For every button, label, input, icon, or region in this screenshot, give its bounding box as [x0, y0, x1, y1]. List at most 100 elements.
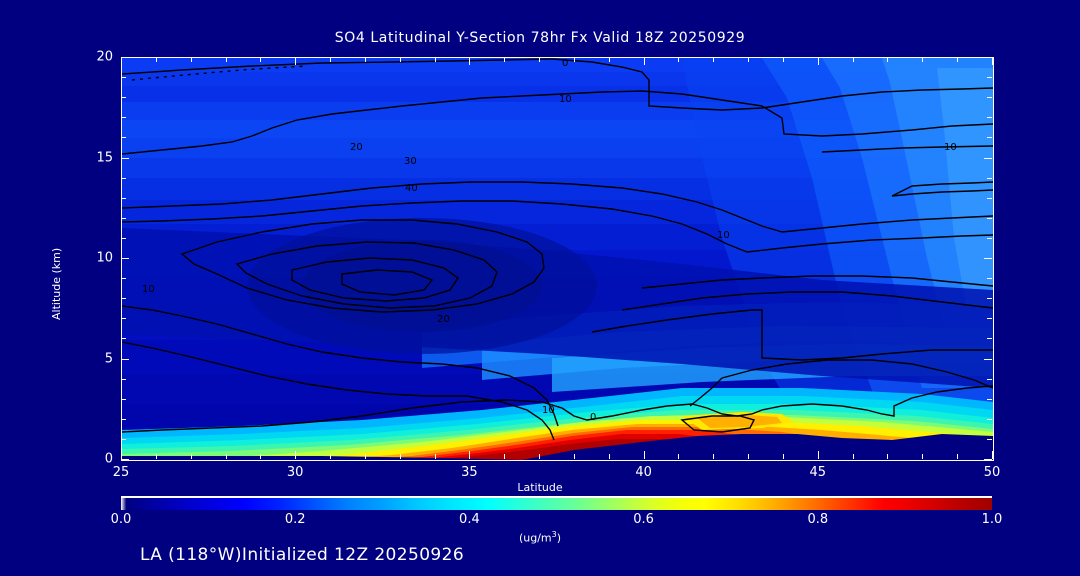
x-axis-tick-top [191, 57, 192, 62]
x-axis-title: Latitude [517, 481, 563, 494]
x-axis-tick-top [922, 57, 923, 62]
y-axis-tick-right [984, 459, 992, 460]
x-axis-tick-top [818, 57, 819, 65]
x-axis-tick [121, 451, 122, 459]
x-axis-tick-top [748, 57, 749, 62]
footer-caption: LA (118°W)Initialized 12Z 20250926 [140, 545, 465, 565]
y-axis-tick [121, 359, 129, 360]
x-axis-tick [330, 454, 331, 459]
y-axis-tick-label: 15 [96, 150, 113, 165]
y-axis-tick-right [987, 178, 992, 179]
contour-label-10-d: 10 [142, 284, 155, 295]
x-axis-tick [469, 451, 470, 459]
x-axis-tick [853, 454, 854, 459]
y-axis-tick [121, 318, 126, 319]
colorbar-tick-label: 1.0 [981, 512, 1003, 527]
y-axis-tick [121, 137, 126, 138]
x-axis-tick [260, 454, 261, 459]
colorbar-tick-label: 0.4 [459, 512, 480, 527]
x-axis-tick [887, 454, 888, 459]
plot-area: 10 10 10 10 20 20 30 40 10 0 0 [121, 57, 994, 461]
colorbar-tick-label: 0.6 [633, 512, 654, 527]
x-axis-tick-top [957, 57, 958, 62]
y-axis-tick-right [987, 298, 992, 299]
colorbar-tick-label: 0.8 [807, 512, 829, 527]
x-axis-tick [191, 454, 192, 459]
x-axis-tick [295, 451, 296, 459]
y-axis-tick [121, 399, 126, 400]
y-axis-tick [121, 77, 126, 78]
y-axis-tick-right [984, 158, 992, 159]
x-axis-tick [644, 451, 645, 459]
x-axis-tick-top [887, 57, 888, 62]
y-axis-tick [121, 298, 126, 299]
x-axis-tick-top [853, 57, 854, 62]
y-axis-tick [121, 278, 126, 279]
x-axis-tick [748, 454, 749, 459]
y-axis-tick-right [987, 117, 992, 118]
x-axis-tick-top [609, 57, 610, 62]
x-axis-tick-top [226, 57, 227, 62]
contour-label-20-b: 20 [350, 142, 363, 153]
y-axis-tick-right [987, 318, 992, 319]
colorbar-tick-label: 0.0 [110, 512, 132, 527]
x-axis-tick-top [330, 57, 331, 62]
y-axis-tick-label: 20 [96, 49, 113, 65]
y-axis-tick-right [987, 238, 992, 239]
contour-label-40-a: 40 [405, 183, 418, 194]
x-axis-tick [574, 454, 575, 459]
y-axis-tick [121, 57, 129, 58]
x-axis-tick [678, 454, 679, 459]
y-axis-tick [121, 439, 126, 440]
y-axis-tick-right [987, 419, 992, 420]
y-axis-tick-right [987, 77, 992, 78]
x-axis-tick [539, 454, 540, 459]
y-axis-tick [121, 178, 126, 179]
y-axis-tick [121, 97, 126, 98]
x-axis-tick [226, 454, 227, 459]
x-axis-tick-top [260, 57, 261, 62]
x-axis-tick-top [783, 57, 784, 62]
y-axis-tick [121, 218, 126, 219]
y-axis-title: Altitude (km) [50, 247, 63, 320]
contour-label-0-a: 0 [590, 412, 596, 423]
x-axis-tick [435, 454, 436, 459]
y-axis-tick-right [987, 399, 992, 400]
x-axis-tick-top [121, 57, 122, 65]
contour-label-0-b: 0 [562, 58, 568, 69]
x-axis-tick-top [365, 57, 366, 62]
x-axis-tick-top [469, 57, 470, 65]
colorbar-units: (ug/m3) [0, 530, 1080, 545]
y-axis-tick-label: 0 [104, 451, 113, 467]
y-axis-tick-right [987, 439, 992, 440]
x-axis-tick-top [295, 57, 296, 65]
contour-label-10-a: 10 [559, 94, 572, 105]
contour-label-10-c: 10 [717, 230, 730, 241]
y-axis-tick [121, 158, 129, 159]
y-axis-tick [121, 238, 126, 239]
x-axis-tick [156, 454, 157, 459]
page-title: SO4 Latitudinal Y-Section 78hr Fx Valid … [334, 30, 746, 46]
y-axis-tick-right [987, 379, 992, 380]
x-axis-tick-label: 50 [983, 465, 1001, 480]
y-axis-tick [121, 459, 129, 460]
x-axis-tick-label: 40 [635, 465, 652, 480]
y-axis-tick-right [987, 278, 992, 279]
x-axis-tick-top [574, 57, 575, 62]
y-axis-tick [121, 258, 129, 259]
x-axis-tick-label: 35 [461, 465, 478, 480]
x-axis-tick-top [400, 57, 401, 62]
x-axis-tick [365, 454, 366, 459]
x-axis-tick-label: 30 [286, 465, 304, 480]
x-axis-tick [992, 451, 993, 459]
contour-label-10-e: 10 [542, 405, 555, 416]
y-axis-tick-right [987, 97, 992, 98]
x-axis-tick-top [713, 57, 714, 62]
x-axis-tick [504, 454, 505, 459]
colorbar: 0.0 0.2 0.4 0.6 0.8 1.0 [111, 496, 1002, 527]
y-axis-tick-right [987, 338, 992, 339]
y-axis-tick-right [984, 258, 992, 259]
colorbar-gradient [121, 496, 992, 510]
colorbar-tick-label: 0.2 [284, 512, 306, 527]
y-axis-tick [121, 419, 126, 420]
